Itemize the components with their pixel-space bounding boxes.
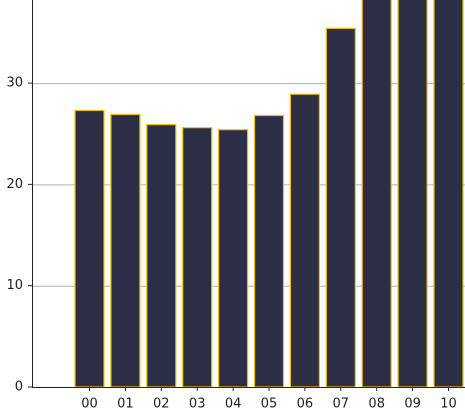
bar [361, 0, 392, 388]
x-tick-label: 00 [81, 397, 98, 412]
bar [110, 113, 141, 388]
x-tick-label: 04 [225, 397, 242, 412]
x-tick-label: 01 [117, 397, 134, 412]
bar [433, 0, 464, 388]
x-tick-label: 02 [153, 397, 170, 412]
y-tick-label: 20 [6, 177, 23, 192]
x-tick-label: 09 [404, 397, 421, 412]
x-tick-label: 05 [261, 397, 278, 412]
bar [146, 124, 177, 388]
bar [325, 27, 356, 388]
bars [74, 0, 464, 388]
y-tick-label: 30 [6, 76, 23, 91]
bar [253, 114, 285, 388]
bar [218, 129, 249, 388]
bar [289, 93, 320, 388]
bar [74, 109, 105, 388]
x-tick-label: 03 [189, 397, 206, 412]
x-tick-label: 08 [368, 397, 385, 412]
x-tick-label: 06 [297, 397, 314, 412]
bar [182, 127, 213, 388]
x-tick-label: 10 [440, 397, 457, 412]
labels: 0 10 20 30 00 01 02 03 04 05 06 07 08 09 10 [6, 76, 456, 412]
y-tick-label: 0 [15, 380, 23, 395]
x-tick-label: 07 [333, 397, 350, 412]
y-tick-label: 10 [6, 278, 23, 293]
bar [397, 0, 428, 388]
